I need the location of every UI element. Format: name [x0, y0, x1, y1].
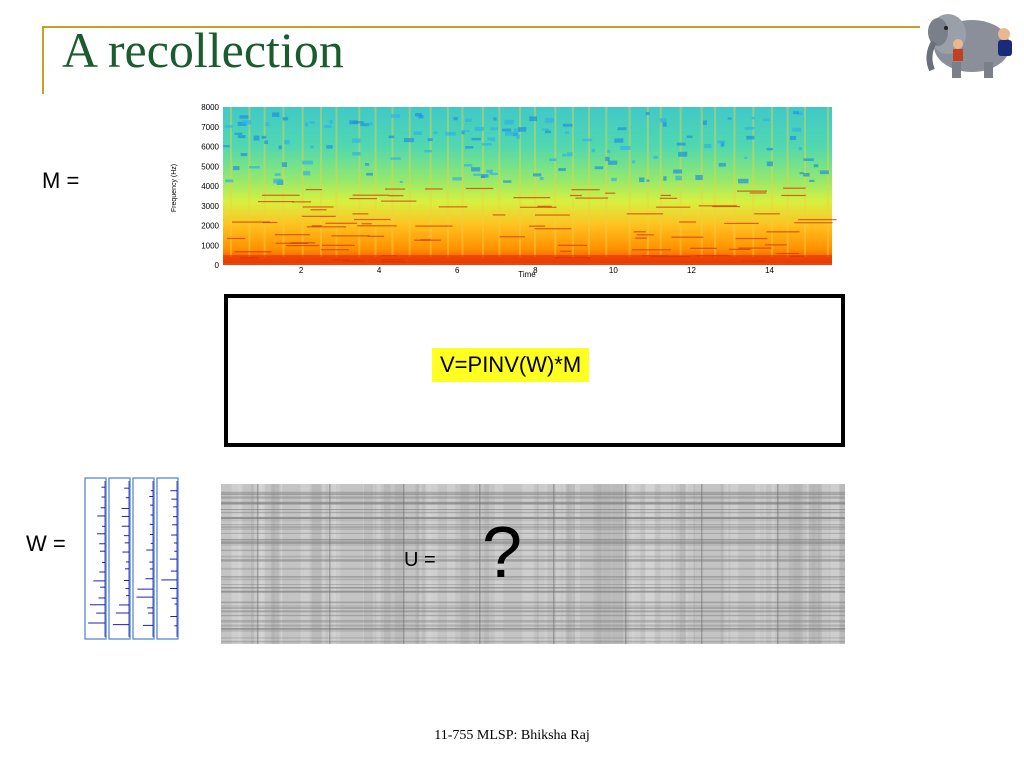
spectrogram-chart: 0 1000 2000 3000 4000 5000 6000 7000 8000 2 4 6 8 10… — [171, 103, 837, 279]
u-matrix-image — [221, 484, 845, 644]
spectrogram-x-ticks: 2 4 6 8 10 12 14 — [299, 266, 775, 275]
elephant-logo-icon — [926, 14, 1012, 78]
title-rule-horizontal — [42, 26, 920, 28]
spectrogram-image — [223, 107, 832, 265]
y-tick-label: 6000 — [201, 143, 219, 152]
x-tick-label: 14 — [765, 266, 774, 275]
slide-title: A recollection — [62, 22, 344, 78]
y-tick-label: 5000 — [201, 162, 219, 171]
y-tick-label: 8000 — [201, 103, 219, 112]
u-label: U = — [404, 549, 436, 571]
formula-box: V=PINV(W)*M — [224, 294, 845, 447]
slide-footer: 11-755 MLSP: Bhiksha Raj — [434, 728, 590, 743]
spectrogram-x-axis-label: Time — [518, 270, 536, 279]
x-tick-label: 4 — [377, 266, 382, 275]
formula-highlight: V=PINV(W)*M — [432, 348, 590, 382]
x-tick-label: 8 — [533, 266, 538, 275]
w-label: W = — [26, 531, 66, 556]
title-rule-vertical — [42, 26, 44, 94]
y-tick-label: 3000 — [201, 202, 219, 211]
x-tick-label: 12 — [687, 266, 696, 275]
y-tick-label: 1000 — [201, 241, 219, 250]
question-mark: ? — [482, 513, 523, 593]
y-tick-label: 4000 — [201, 182, 219, 191]
y-tick-label: 0 — [215, 261, 220, 270]
spectrogram-texture — [223, 107, 837, 263]
w-note-columns — [84, 477, 179, 640]
spectrogram-y-axis-label: Frequency (Hz) — [171, 164, 178, 212]
m-label: M = — [42, 168, 80, 193]
spectrogram-y-ticks: 0 1000 2000 3000 4000 5000 6000 7000 8000 — [201, 103, 219, 270]
x-tick-label: 10 — [609, 266, 618, 275]
x-tick-label: 6 — [455, 266, 460, 275]
y-tick-label: 2000 — [201, 222, 219, 231]
y-tick-label: 7000 — [201, 123, 219, 132]
x-tick-label: 2 — [299, 266, 304, 275]
